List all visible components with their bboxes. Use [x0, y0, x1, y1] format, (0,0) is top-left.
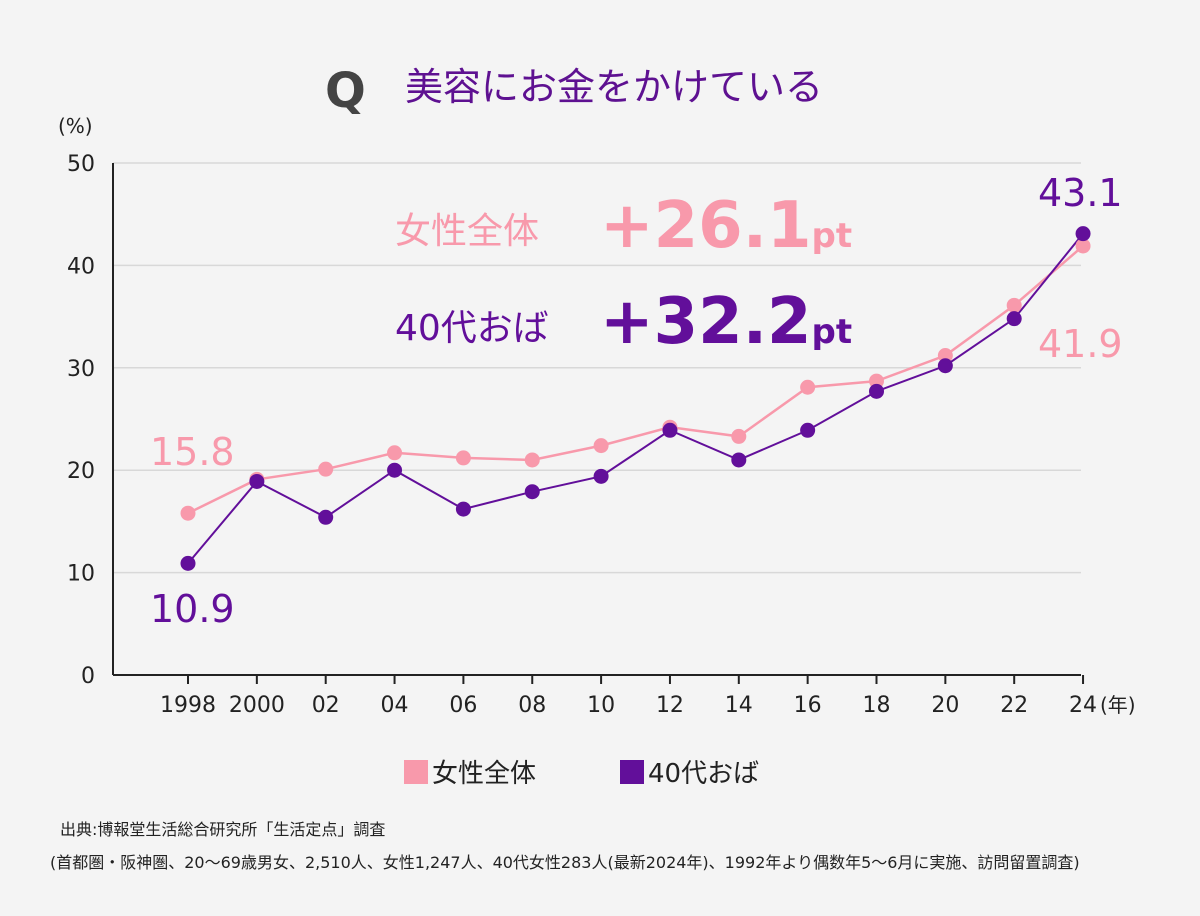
- x-tick-label: 10: [587, 693, 615, 718]
- legend-swatch-women-all: [404, 760, 428, 784]
- series-lines: [180, 226, 1091, 571]
- y-tick-label: 10: [67, 562, 95, 587]
- x-tick-label: 08: [518, 693, 546, 718]
- y-tick-label: 40: [67, 254, 95, 279]
- x-tick-label: 20: [931, 693, 959, 718]
- y-axis-unit: (%): [58, 114, 93, 138]
- legend: 女性全体 40代おば: [404, 759, 759, 789]
- data-point-women-all: [387, 445, 403, 461]
- data-point-forties: [937, 358, 953, 374]
- data-point-forties: [662, 422, 678, 438]
- legend-label-forties: 40代おば: [648, 759, 759, 789]
- callout-women-all-label: 女性全体: [395, 211, 539, 252]
- callout-women-all-value: +26.1pt: [600, 189, 852, 263]
- x-tick-label: 04: [381, 693, 409, 718]
- x-tick-label: 18: [863, 693, 891, 718]
- x-axis-unit: (年): [1100, 693, 1136, 717]
- label-women-all-start: 15.8: [150, 430, 235, 474]
- x-tick-label: 16: [794, 693, 822, 718]
- data-point-forties: [455, 501, 471, 517]
- data-point-forties: [800, 422, 816, 438]
- y-tick-label: 20: [67, 459, 95, 484]
- data-point-forties: [524, 484, 540, 500]
- callout-forties-label: 40代おば: [395, 308, 549, 349]
- axes: [112, 163, 1081, 676]
- legend-swatch-forties: [620, 760, 644, 784]
- data-point-forties: [1075, 226, 1091, 242]
- callout-forties-value: +32.2pt: [600, 285, 852, 359]
- x-tick-label: 1998: [160, 693, 216, 718]
- label-forties-end: 43.1: [1038, 171, 1123, 215]
- callout-women-all-suffix: pt: [812, 216, 853, 256]
- data-point-women-all: [524, 452, 540, 468]
- label-women-all-end: 41.9: [1038, 322, 1123, 366]
- label-forties-start: 10.9: [150, 587, 235, 631]
- source-line-1: 出典:博報堂生活総合研究所「生活定点」調査: [60, 820, 385, 839]
- data-point-women-all: [180, 505, 196, 521]
- callout-forties: 40代おば: [395, 308, 549, 349]
- data-point-women-all: [455, 450, 471, 466]
- data-point-women-all: [800, 379, 816, 395]
- callout-forties-number: +32.2: [600, 285, 812, 359]
- x-tick-label: 24: [1069, 693, 1097, 718]
- data-point-forties: [1006, 311, 1022, 327]
- series-line-women-all: [187, 244, 1084, 515]
- data-point-women-all: [1075, 238, 1091, 254]
- data-point-forties: [731, 452, 747, 468]
- data-point-forties: [387, 462, 403, 478]
- data-point-forties: [593, 468, 609, 484]
- q-mark: Q: [325, 63, 366, 119]
- callout-forties-suffix: pt: [812, 312, 853, 352]
- x-tick-label: 14: [725, 693, 753, 718]
- data-point-women-all: [593, 438, 609, 454]
- gridlines: [113, 162, 1081, 574]
- data-point-women-all: [1006, 297, 1022, 313]
- series-line-forties: [187, 233, 1084, 565]
- data-point-women-all: [318, 461, 334, 477]
- x-tick-labels: 1998 2000 02 04 06 08 10 12 14 16 18 20 22 24: [160, 675, 1097, 718]
- x-tick-label: 06: [449, 693, 477, 718]
- source-line-2: (首都圏・阪神圏、20〜69歳男女、2,510人、女性1,247人、40代女性2…: [50, 853, 1080, 872]
- y-tick-label: 0: [81, 664, 95, 689]
- y-tick-label: 50: [67, 152, 95, 177]
- data-point-women-all: [731, 428, 747, 444]
- x-tick-label: 2000: [229, 693, 285, 718]
- y-tick-label: 30: [67, 357, 95, 382]
- x-tick-label: 22: [1000, 693, 1028, 718]
- y-tick-labels: 0 10 20 30 40 50: [67, 152, 95, 689]
- data-point-forties: [869, 383, 884, 399]
- callout-women-all-number: +26.1: [600, 189, 812, 263]
- legend-label-women-all: 女性全体: [432, 759, 536, 789]
- callout-women-all: 女性全体: [395, 211, 539, 252]
- x-tick-label: 02: [312, 693, 340, 718]
- x-tick-label: 12: [656, 693, 684, 718]
- data-point-forties: [180, 555, 196, 571]
- chart-title: 美容にお金をかけている: [405, 65, 823, 109]
- data-point-forties: [249, 473, 265, 489]
- data-point-forties: [318, 509, 334, 525]
